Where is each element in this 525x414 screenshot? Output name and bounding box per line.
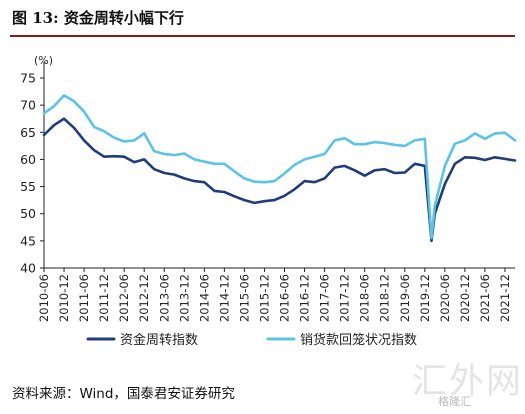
x-tick-label: 2017-12: [338, 274, 352, 322]
x-tick-label: 2019-12: [418, 274, 432, 322]
source-note: 资料来源：Wind，国泰君安证券研究: [12, 386, 235, 402]
x-tick-label: 2013-06: [157, 274, 171, 322]
x-tick-label: 2010-06: [37, 274, 51, 322]
y-tick-label: 55: [20, 179, 36, 194]
x-tick-label: 2013-12: [177, 274, 191, 322]
x-tick-label: 2018-06: [358, 274, 372, 322]
y-tick-label: 50: [20, 206, 36, 221]
x-tick-label: 2020-12: [458, 274, 472, 322]
x-tick-label: 2016-06: [278, 274, 292, 322]
x-tick-label: 2016-12: [298, 274, 312, 322]
brand-logo: 格隆汇: [438, 395, 471, 408]
x-tick-label: 2020-06: [438, 274, 452, 322]
x-tick-label: 2014-06: [197, 274, 211, 322]
y-unit-label: (%): [34, 54, 53, 67]
x-tick-label: 2015-06: [237, 274, 251, 322]
legend-label-2: 销货款回笼状况指数: [300, 332, 417, 348]
x-tick-label: 2012-12: [137, 274, 151, 322]
x-tick-label: 2019-06: [398, 274, 412, 322]
y-tick-label: 65: [20, 125, 36, 140]
chart-title: 图 13: 资金周转小幅下行: [12, 9, 184, 27]
y-tick-label: 45: [20, 233, 36, 248]
x-tick-label: 2014-12: [217, 274, 231, 322]
x-tick-label: 2011-12: [97, 274, 111, 322]
x-tick-label: 2010-12: [57, 274, 71, 322]
y-tick-label: 60: [20, 152, 36, 167]
legend-label-1: 资金周转指数: [120, 332, 198, 348]
x-tick-label: 2021-06: [478, 274, 492, 322]
watermark-logo: 汇外网: [412, 362, 524, 402]
x-tick-label: 2017-06: [318, 274, 332, 322]
y-tick-label: 75: [20, 71, 36, 86]
x-tick-label: 2015-12: [257, 274, 271, 322]
y-tick-label: 40: [20, 261, 36, 276]
y-tick-label: 70: [20, 98, 36, 113]
x-tick-label: 2018-12: [378, 274, 392, 322]
x-tick-label: 2012-06: [117, 274, 131, 322]
x-tick-label: 2021-12: [498, 274, 512, 322]
series-line-2: [42, 94, 517, 240]
title-rule: [10, 35, 515, 37]
x-tick-label: 2011-06: [77, 274, 91, 322]
